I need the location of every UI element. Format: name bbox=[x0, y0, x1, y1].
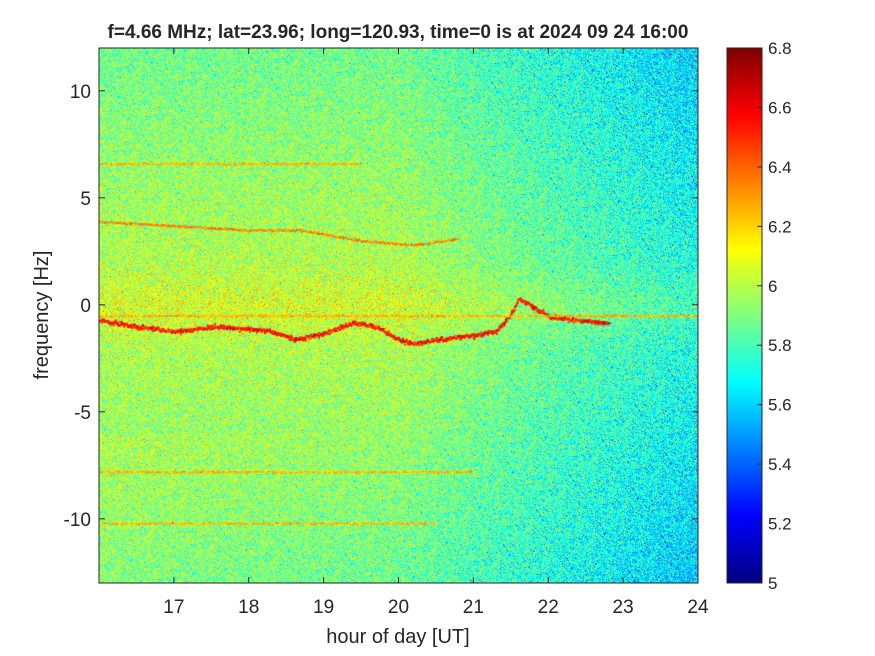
x-tick-label: 19 bbox=[313, 597, 334, 618]
x-tick-label: 20 bbox=[388, 597, 409, 618]
x-axis-label: hour of day [UT] bbox=[326, 626, 469, 648]
colorbar-tick-label: 6.6 bbox=[768, 98, 792, 117]
colorbar-tick-label: 5.2 bbox=[768, 515, 792, 534]
y-axis-label: frequency [Hz] bbox=[31, 251, 53, 380]
colorbar-tick-label: 6 bbox=[768, 277, 777, 296]
colorbar-frame bbox=[726, 47, 763, 584]
y-tick-label: 0 bbox=[80, 296, 91, 317]
chart-title: f=4.66 MHz; lat=23.96; long=120.93, time… bbox=[108, 22, 689, 43]
colorbar-tick-label: 5.6 bbox=[768, 396, 792, 415]
spectrogram-heatmap bbox=[99, 48, 698, 583]
colorbar-tick-label: 6.2 bbox=[768, 217, 792, 236]
x-tick-label: 22 bbox=[538, 597, 559, 618]
x-tick-label: 18 bbox=[238, 597, 259, 618]
colorbar-tick-label: 5.8 bbox=[768, 336, 792, 355]
colorbar-tick-label: 6.4 bbox=[768, 158, 792, 177]
colorbar-tick-label: 5.4 bbox=[768, 455, 792, 474]
x-tick-label: 23 bbox=[613, 597, 634, 618]
y-tick-label: -10 bbox=[64, 510, 91, 531]
y-tick-label: -5 bbox=[74, 403, 91, 424]
y-tick-label: 5 bbox=[80, 189, 91, 210]
plot-axes: 17 18 19 20 21 22 23 24 10 5 0 -5 -10 bbox=[64, 47, 709, 618]
colorbar-gradient bbox=[727, 48, 762, 583]
plot-frame bbox=[98, 47, 699, 584]
colorbar-tick-label: 6.8 bbox=[768, 39, 792, 58]
x-tick-label: 17 bbox=[163, 597, 184, 618]
colorbar-tick-label: 5 bbox=[768, 574, 777, 593]
y-tick-label: 10 bbox=[70, 82, 91, 103]
colorbar-axes: 5 5.2 5.4 5.6 5.8 6 6.2 6.4 6.6 6.8 bbox=[726, 39, 792, 593]
x-tick-label: 21 bbox=[463, 597, 484, 618]
x-tick-label: 24 bbox=[687, 597, 709, 618]
